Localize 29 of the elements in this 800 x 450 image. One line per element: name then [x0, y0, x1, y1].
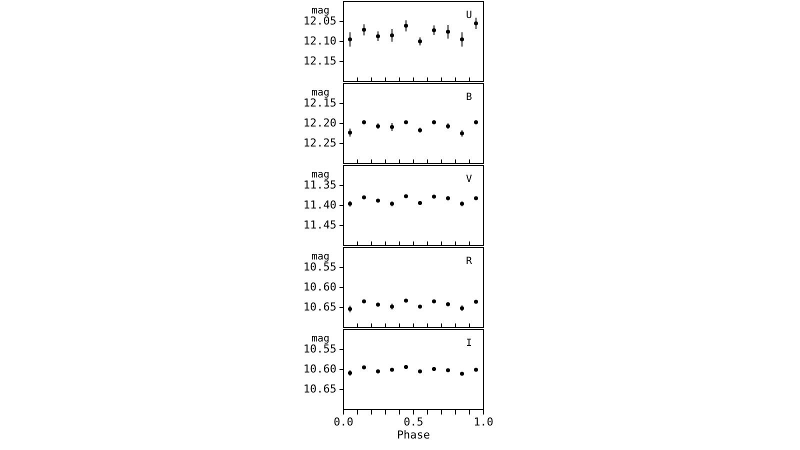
- annotation: I: [466, 338, 472, 349]
- y-axis-title: mag: [312, 252, 330, 262]
- annotation: U: [466, 10, 472, 21]
- x-axis-title: Phase: [396, 428, 430, 442]
- annotation: B: [466, 92, 472, 103]
- annotation: V: [466, 174, 472, 185]
- annotation: R: [466, 256, 473, 267]
- y-tick-label: 12.15: [303, 96, 336, 110]
- y-tick-label: 12.15: [303, 54, 336, 68]
- y-tick-label: 11.40: [303, 198, 336, 212]
- y-tick-label: 10.60: [303, 280, 336, 294]
- y-tick-label: 11.45: [303, 218, 336, 232]
- y-axis-title: mag: [312, 334, 330, 344]
- y-tick-label: 10.55: [303, 342, 336, 356]
- y-tick-label: 12.25: [303, 136, 336, 150]
- x-tick-label: 0.0: [334, 416, 354, 428]
- y-tick-label: 10.65: [303, 300, 336, 314]
- x-tick-label: 1.0: [474, 416, 494, 428]
- y-tick-label: 12.10: [303, 34, 336, 48]
- y-tick-label: 10.60: [303, 362, 336, 376]
- y-axis-title: mag: [312, 170, 330, 180]
- y-tick-label: 12.05: [303, 14, 336, 28]
- y-axis-title: mag: [312, 88, 330, 98]
- x-tick-label: 0.5: [404, 416, 424, 428]
- y-tick-label: 12.20: [303, 116, 336, 130]
- y-axis-title: mag: [312, 6, 330, 16]
- y-tick-label: 10.55: [303, 260, 336, 274]
- y-tick-label: 10.65: [303, 382, 336, 396]
- y-tick-label: 11.35: [303, 178, 336, 192]
